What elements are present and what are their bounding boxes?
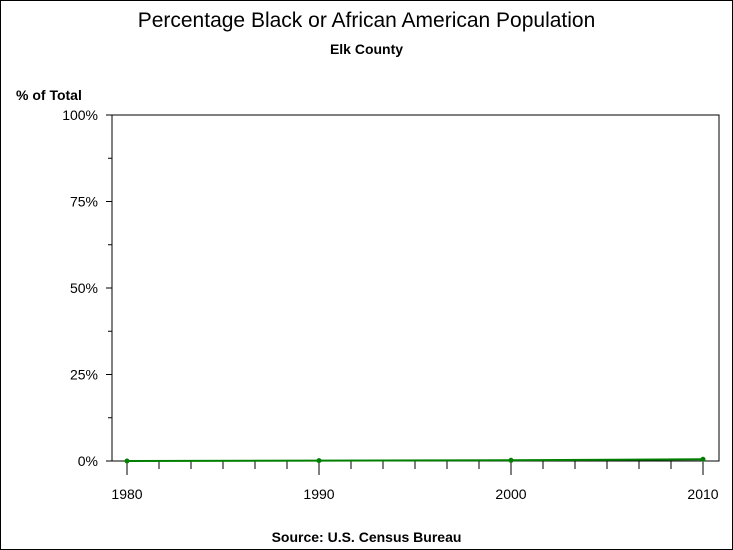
y-tick-label: 50% — [70, 280, 98, 296]
y-tick-label: 75% — [70, 194, 98, 210]
x-tick-label: 1980 — [111, 486, 142, 502]
data-point — [316, 458, 322, 464]
data-point — [124, 458, 130, 464]
plot-frame — [111, 114, 720, 462]
y-tick-label: 0% — [78, 453, 98, 469]
data-point — [508, 457, 514, 463]
y-tick-label: 100% — [62, 107, 98, 123]
chart-subtitle: Elk County — [329, 41, 404, 57]
source-note: Source: U.S. Census Bureau — [271, 529, 462, 545]
chart-title: Percentage Black or African American Pop… — [137, 9, 596, 32]
x-tick-label: 2000 — [495, 486, 526, 502]
y-tick-label: 25% — [70, 367, 98, 383]
series-line — [126, 458, 704, 462]
y-axis-label: % of Total — [16, 87, 82, 103]
x-tick-label: 2010 — [687, 486, 718, 502]
data-point — [700, 456, 706, 462]
x-tick-label: 1990 — [303, 486, 334, 502]
